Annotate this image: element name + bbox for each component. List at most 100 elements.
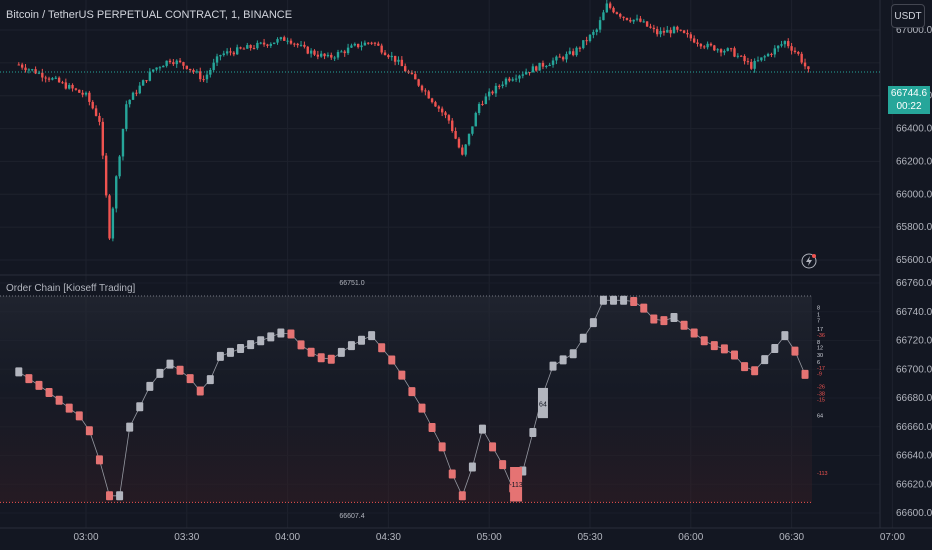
- order-chain-box: [640, 303, 648, 313]
- candle-body: [457, 138, 461, 148]
- order-chain-box: [25, 374, 33, 384]
- order-chain-box: [55, 395, 63, 405]
- order-chain-box: [589, 318, 597, 328]
- order-chain-box: [116, 491, 124, 501]
- candle-body: [629, 19, 632, 22]
- candle-body: [666, 29, 669, 33]
- candle-body: [54, 77, 57, 79]
- order-chain-box: [287, 329, 295, 339]
- candle-body: [88, 92, 91, 102]
- time-tick-label: 05:00: [477, 532, 502, 543]
- candle-body: [592, 31, 595, 35]
- candle-body: [800, 53, 803, 63]
- order-chain-box: [499, 460, 507, 470]
- indicator-tick-label: 66700.0: [896, 364, 932, 375]
- candle-body: [766, 53, 770, 57]
- candle-body: [437, 106, 440, 109]
- order-chain-box: [690, 328, 698, 338]
- candle-body: [61, 82, 64, 84]
- indicator-title[interactable]: Order Chain [Kioseff Trading]: [6, 283, 136, 294]
- order-chain-box: [478, 424, 486, 434]
- candle-body: [471, 126, 474, 134]
- order-chain-box: [630, 296, 638, 306]
- candle-body: [481, 103, 484, 105]
- candle-body: [380, 45, 383, 53]
- price-tick-label: 66400.0: [896, 124, 932, 135]
- candle-body: [528, 72, 531, 74]
- candle-body: [262, 42, 266, 45]
- order-chain-box: [579, 333, 587, 343]
- candle-body: [608, 3, 612, 8]
- candle-body: [323, 53, 326, 57]
- order-chain-box: [297, 340, 305, 350]
- candle-body: [491, 91, 494, 94]
- order-chain-box: [307, 347, 315, 357]
- candle-body: [434, 102, 437, 107]
- time-tick-label: 04:00: [275, 532, 300, 543]
- candle-body: [555, 56, 558, 61]
- candle-body: [279, 37, 283, 40]
- candle-body: [649, 26, 652, 28]
- candle-body: [269, 43, 272, 46]
- candle-body: [498, 85, 501, 87]
- candle-body: [427, 91, 430, 99]
- time-tick-label: 06:30: [779, 532, 804, 543]
- candle-body: [770, 53, 773, 55]
- candle-body: [145, 80, 148, 82]
- order-chain-box: [438, 442, 446, 452]
- order-chain-box: [398, 370, 406, 380]
- lightning-icon[interactable]: [801, 253, 817, 269]
- candle-body: [733, 48, 736, 57]
- order-chain-box: [468, 462, 476, 472]
- candle-body: [477, 103, 481, 113]
- candle-body: [44, 77, 47, 79]
- candle-body: [461, 147, 464, 155]
- candle-body: [719, 49, 723, 53]
- indicator-band: [0, 295, 812, 503]
- candle-body: [313, 50, 316, 55]
- candle-body: [521, 74, 524, 76]
- candle-body: [440, 108, 444, 113]
- candle-body: [451, 120, 454, 131]
- order-chain-box: [95, 455, 103, 465]
- order-chain-box: [216, 351, 224, 361]
- order-chain-box: [620, 295, 628, 305]
- order-chain-box: [317, 353, 325, 363]
- chain-level-label: -113: [817, 471, 828, 477]
- candle-body: [363, 42, 367, 46]
- chain-level-label: 1: [817, 313, 820, 319]
- order-chain-box: [166, 359, 174, 369]
- time-tick-label: 05:30: [577, 532, 602, 543]
- chain-level-label: 17: [817, 327, 823, 333]
- candle-body: [518, 75, 521, 79]
- order-chain-box: [408, 387, 416, 397]
- candle-body: [81, 92, 84, 95]
- indicator-tick-label: 66620.0: [896, 479, 932, 490]
- candle-body: [225, 51, 229, 54]
- candle-body: [568, 51, 572, 54]
- candle-body: [797, 51, 800, 54]
- order-chain-box: [206, 375, 214, 385]
- candle-body: [229, 51, 232, 53]
- candle-body: [612, 7, 615, 13]
- indicator-tick-label: 66720.0: [896, 336, 932, 347]
- candle-body: [162, 65, 165, 68]
- candle-body: [756, 60, 760, 62]
- candle-body: [504, 78, 508, 85]
- order-chain-box: [418, 403, 426, 413]
- order-chain-box: [700, 336, 708, 346]
- candle-body: [242, 48, 246, 50]
- candle-body: [215, 56, 219, 63]
- candle-body: [188, 68, 192, 71]
- currency-button[interactable]: USDT: [891, 4, 925, 28]
- candle-body: [115, 176, 118, 209]
- candle-body: [404, 66, 407, 72]
- candle-body: [689, 34, 692, 39]
- candle-body: [709, 43, 713, 46]
- order-chain-box: [186, 374, 194, 384]
- candle-body: [131, 92, 135, 100]
- candle-body: [672, 26, 676, 34]
- chain-level-label: -9: [817, 372, 822, 378]
